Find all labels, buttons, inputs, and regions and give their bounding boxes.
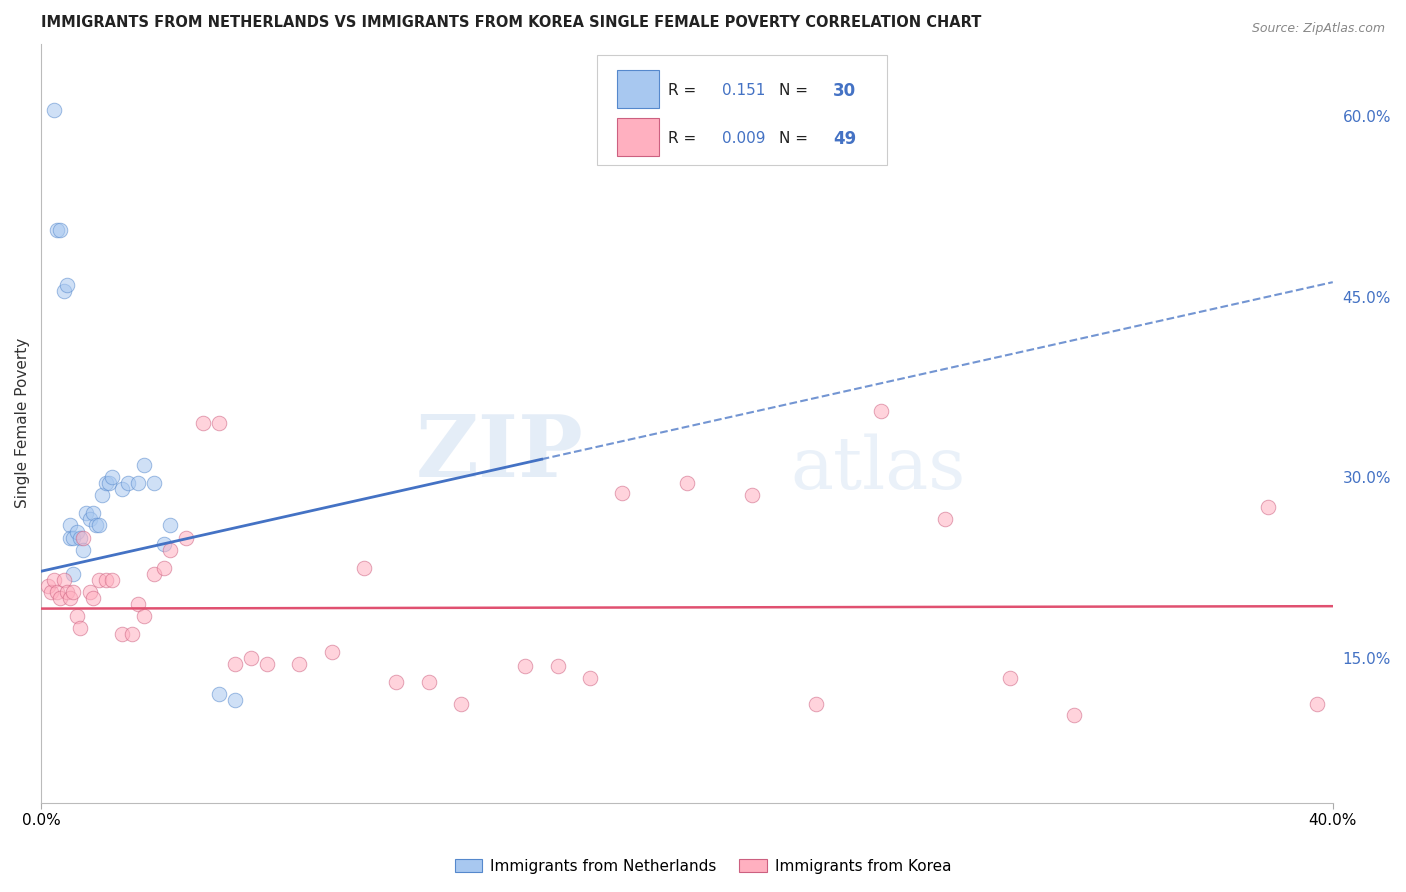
Point <box>208 416 231 430</box>
Point <box>143 476 166 491</box>
Point <box>547 659 569 673</box>
Point <box>59 518 82 533</box>
Text: IMMIGRANTS FROM NETHERLANDS VS IMMIGRANTS FROM KOREA SINGLE FEMALE POVERTY CORRE: IMMIGRANTS FROM NETHERLANDS VS IMMIGRANT… <box>41 15 981 30</box>
Point <box>321 645 343 659</box>
Point <box>111 627 134 641</box>
Point <box>72 542 94 557</box>
Point <box>89 573 111 587</box>
Text: R =: R = <box>668 131 700 146</box>
Point <box>134 458 156 473</box>
Point <box>79 584 101 599</box>
Point <box>224 693 246 707</box>
Point <box>56 584 79 599</box>
Point <box>52 573 75 587</box>
FancyBboxPatch shape <box>617 118 658 156</box>
Point <box>94 476 117 491</box>
Text: ZIP: ZIP <box>416 411 583 495</box>
Point <box>134 608 156 623</box>
Y-axis label: Single Female Poverty: Single Female Poverty <box>15 338 30 508</box>
Text: N =: N = <box>779 83 813 98</box>
Point <box>66 524 89 539</box>
Point <box>69 621 91 635</box>
Point <box>56 277 79 292</box>
Point <box>121 627 143 641</box>
FancyBboxPatch shape <box>596 55 887 165</box>
Point <box>159 542 181 557</box>
Point <box>89 518 111 533</box>
Text: 0.151: 0.151 <box>721 83 765 98</box>
Point <box>79 512 101 526</box>
Point <box>934 512 956 526</box>
Point <box>84 518 107 533</box>
Point <box>117 476 139 491</box>
Point <box>676 476 699 491</box>
Point <box>42 573 65 587</box>
Point <box>385 675 408 690</box>
Point <box>224 657 246 671</box>
Text: 49: 49 <box>832 129 856 147</box>
Point <box>1305 697 1327 711</box>
Point <box>49 223 72 237</box>
Point <box>804 697 827 711</box>
Point <box>515 659 537 673</box>
Point <box>91 488 114 502</box>
Point <box>66 608 89 623</box>
Point <box>52 284 75 298</box>
Point <box>111 483 134 497</box>
Point <box>741 488 763 502</box>
Point <box>72 531 94 545</box>
Point <box>39 584 62 599</box>
Point <box>998 672 1021 686</box>
Point <box>75 507 97 521</box>
Point <box>62 531 84 545</box>
Point <box>82 507 104 521</box>
Point <box>143 566 166 581</box>
Text: R =: R = <box>668 83 700 98</box>
Point <box>612 486 634 500</box>
Point <box>59 591 82 605</box>
Legend: Immigrants from Netherlands, Immigrants from Korea: Immigrants from Netherlands, Immigrants … <box>449 853 957 880</box>
Point <box>49 591 72 605</box>
Point <box>42 103 65 117</box>
Point <box>288 657 311 671</box>
Point <box>1257 500 1279 515</box>
Point <box>62 566 84 581</box>
Point <box>46 223 69 237</box>
Text: Source: ZipAtlas.com: Source: ZipAtlas.com <box>1251 22 1385 36</box>
Point <box>869 404 891 418</box>
FancyBboxPatch shape <box>617 70 658 108</box>
Point <box>176 531 198 545</box>
Point <box>208 687 231 701</box>
Point <box>69 531 91 545</box>
Point <box>94 573 117 587</box>
Point <box>159 518 181 533</box>
Point <box>353 560 375 574</box>
Point <box>153 560 176 574</box>
Point <box>37 579 59 593</box>
Point <box>240 651 263 665</box>
Point <box>450 697 472 711</box>
Point <box>127 597 149 611</box>
Point <box>127 476 149 491</box>
Point <box>101 573 124 587</box>
Point <box>418 675 440 690</box>
Point <box>153 536 176 550</box>
Point <box>191 416 214 430</box>
Text: 0.009: 0.009 <box>721 131 765 146</box>
Point <box>1063 707 1085 722</box>
Text: atlas: atlas <box>790 434 966 504</box>
Point <box>579 672 602 686</box>
Text: N =: N = <box>779 131 813 146</box>
Point <box>46 584 69 599</box>
Point <box>101 470 124 484</box>
Text: 30: 30 <box>832 82 856 100</box>
Point <box>97 476 120 491</box>
Point <box>256 657 278 671</box>
Point <box>59 531 82 545</box>
Point <box>62 584 84 599</box>
Point <box>82 591 104 605</box>
